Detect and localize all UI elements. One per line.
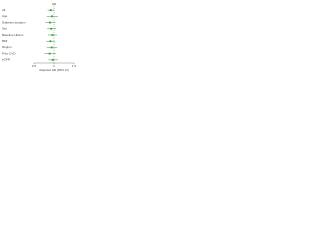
row-label: Baseline HbA1c — [2, 33, 24, 37]
point-estimate — [51, 15, 53, 18]
chart: HR Adjusted HR (95% CI) 0.5 1 1.5 All Age Dia… — [2, 2, 77, 72]
x-tick-label: 0.5 — [32, 64, 37, 68]
point-estimate — [51, 58, 54, 61]
row-label: BMI — [2, 39, 8, 43]
row-label: Sex — [2, 27, 8, 31]
chart-title: HR — [52, 2, 57, 6]
x-tick-label: 1 — [53, 64, 55, 68]
point-estimate — [48, 52, 51, 55]
x-tick-label: 1.5 — [72, 64, 77, 68]
point-estimate — [49, 40, 52, 43]
row-label: All — [2, 8, 6, 12]
x-axis-label: Adjusted HR (95% CI) — [39, 68, 69, 72]
point-estimate — [49, 21, 51, 24]
row-label: Diabetes duration — [2, 20, 26, 24]
row-label: Prior CVD — [2, 51, 16, 55]
row-label: Region — [2, 45, 12, 49]
page: HR Adjusted HR (95% CI) 0.5 1 1.5 All Age Dia… — [0, 0, 320, 80]
point-estimate — [50, 46, 53, 49]
point-estimate — [51, 34, 54, 36]
point-estimate — [49, 9, 52, 12]
row-label: Age — [2, 14, 8, 18]
point-estimate — [50, 27, 53, 30]
row-label: eGFR — [2, 58, 11, 62]
